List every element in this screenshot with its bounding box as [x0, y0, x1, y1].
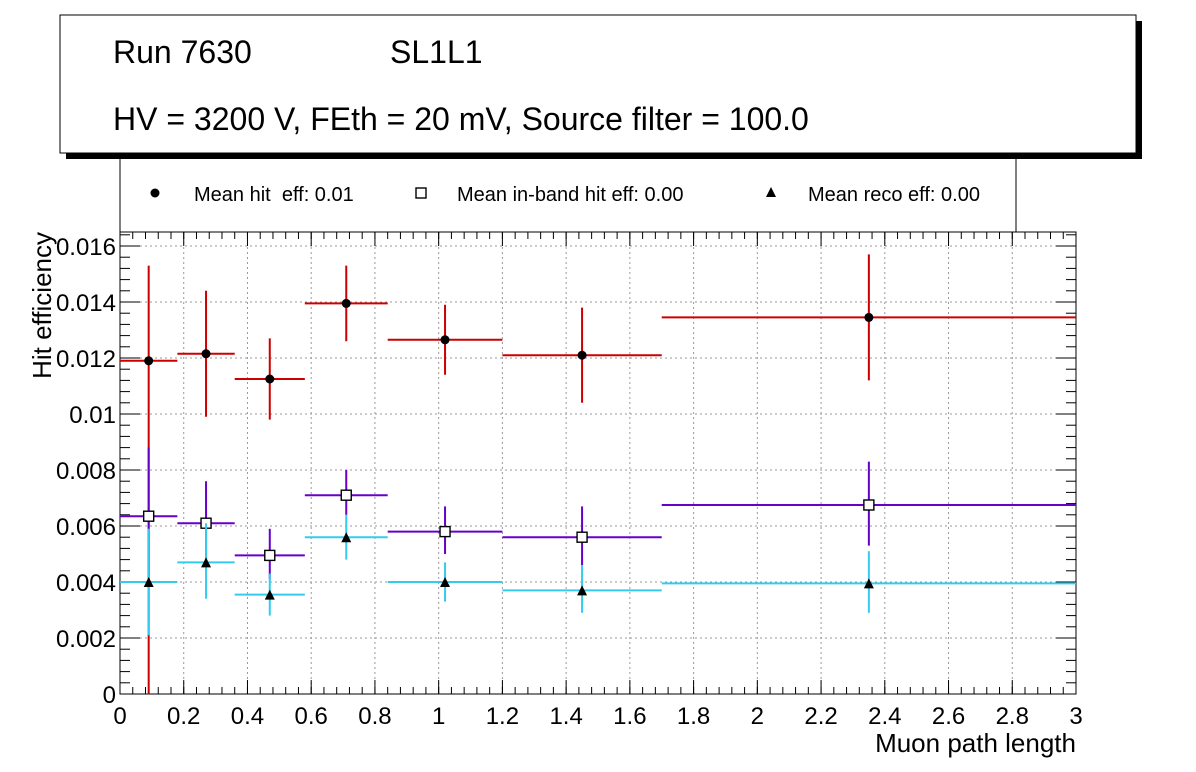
axis-tick-labels: 0 0.2 0.4 0.6 0.8 1 1.2 1.4 1.6 1.8 2 2.2 2.4 2.6 2.8 3…: [56, 234, 1083, 730]
data-point-triangle: [577, 585, 588, 596]
y-tick-label: 0.004: [56, 570, 116, 597]
legend-label-reco-eff: Mean reco eff: 0.00: [808, 184, 980, 206]
data-point-square: [142, 510, 155, 522]
y-tick-label: 0.008: [56, 458, 116, 485]
data-point-circle: [577, 350, 587, 360]
data-point-triangle: [143, 577, 154, 587]
y-axis-label: Hit efficiency: [27, 232, 57, 379]
data-point-square: [264, 549, 276, 562]
x-tick-label: 1.6: [613, 703, 646, 730]
y-tick-label: 0.014: [56, 290, 116, 317]
legend-marker-circle: [150, 188, 160, 198]
data-series: [120, 254, 1076, 694]
conditions-label: HV = 3200 V, FEth = 20 mV, Source filter…: [113, 101, 809, 137]
x-tick-label: 2.2: [804, 703, 837, 730]
series-0: [120, 254, 1076, 694]
data-point-circle: [341, 298, 351, 308]
legend-label-inband-eff: Mean in-band hit eff: 0.00: [457, 184, 683, 206]
data-point-circle: [864, 312, 874, 322]
x-tick-label: 0: [113, 703, 126, 730]
data-point-triangle: [440, 577, 451, 587]
x-tick-label: 1.2: [486, 703, 519, 730]
x-tick-label: 2.6: [932, 703, 965, 730]
x-tick-label: 0.8: [358, 703, 391, 730]
y-tick-label: 0.016: [56, 234, 116, 261]
x-tick-label: 0.2: [167, 703, 200, 730]
data-point-square: [439, 525, 451, 538]
y-tick-label: 0.006: [56, 514, 116, 541]
x-tick-label: 2.8: [996, 703, 1029, 730]
data-point-circle: [265, 374, 275, 384]
axis-ticks: [119, 232, 1077, 695]
data-point-square: [340, 489, 352, 501]
y-tick-label: 0.012: [56, 346, 116, 373]
y-tick-label: 0.002: [56, 626, 116, 653]
run-label: Run 7630: [113, 34, 252, 70]
x-tick-label: 2.4: [868, 703, 901, 730]
x-tick-label: 1.4: [549, 703, 582, 730]
legend-marker-square: [415, 187, 427, 199]
series-1: [120, 447, 1076, 582]
x-axis-label: Muon path length: [875, 728, 1076, 758]
y-tick-label: 0: [103, 682, 116, 709]
data-point-circle: [144, 356, 154, 366]
x-tick-label: 3: [1069, 703, 1082, 730]
x-tick-label: 1: [432, 703, 445, 730]
layer-label: SL1L1: [390, 34, 483, 70]
series-2: [120, 514, 1076, 636]
x-tick-label: 0.4: [231, 703, 264, 730]
data-point-circle: [440, 335, 450, 345]
legend-label-hit-eff: Mean hit eff: 0.01: [194, 184, 354, 206]
y-tick-label: 0.01: [69, 402, 116, 429]
plot-frame: [119, 231, 1077, 695]
legend-box: [119, 155, 1017, 233]
data-point-square: [863, 499, 875, 511]
data-point-circle: [201, 349, 211, 359]
title-box: Run 7630 SL1L1 HV = 3200 V, FEth = 20 mV…: [59, 14, 1142, 159]
data-point-triangle: [264, 589, 275, 600]
legend: Mean hit eff: 0.01 Mean in-band hit eff:…: [119, 155, 1017, 233]
data-point-triangle: [341, 532, 352, 543]
legend-marker-triangle: [766, 187, 776, 197]
data-point-triangle: [201, 557, 212, 568]
x-tick-label: 2: [751, 703, 764, 730]
x-tick-label: 0.6: [295, 703, 328, 730]
data-point-triangle: [863, 578, 874, 589]
grid: [120, 232, 1076, 694]
data-point-square: [576, 531, 588, 543]
title-box-frame: [59, 14, 1137, 154]
x-tick-label: 1.8: [677, 703, 710, 730]
